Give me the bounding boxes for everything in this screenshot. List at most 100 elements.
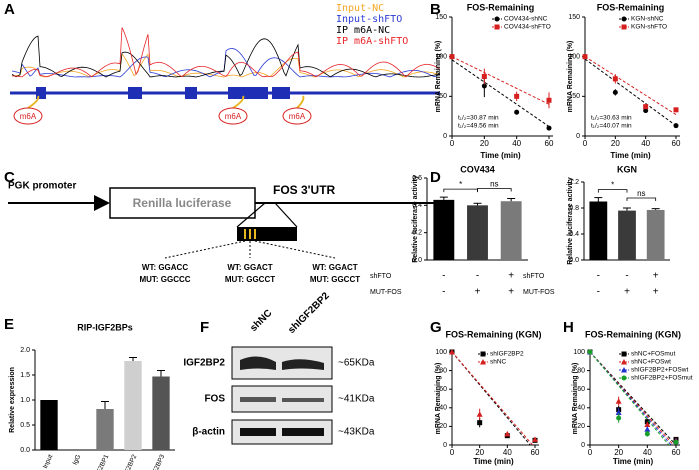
legend-label: KGN-shFTO <box>631 24 667 31</box>
bar <box>433 199 455 260</box>
y-tick-label: 50 <box>572 93 580 100</box>
y-tick-label: 0 <box>581 442 585 449</box>
chart-title: FOS-Remaining (KGN) <box>446 329 542 339</box>
y-tick-label: 40 <box>439 405 447 412</box>
condition-label: MUT-FOS <box>370 289 402 296</box>
legend-marker <box>494 16 500 22</box>
legend-marker <box>621 359 627 365</box>
site-label: m6A <box>289 112 306 121</box>
y-tick-label: 80 <box>577 367 585 374</box>
legend-label: shNC+FOSmut <box>631 351 675 358</box>
y-tick-label: 0.5 <box>20 422 30 429</box>
x-tick-label: 40 <box>512 139 521 148</box>
y-axis-label: Relative expression <box>9 367 16 433</box>
promoter-label: PGK promoter <box>8 181 76 192</box>
marker <box>481 83 487 89</box>
y-tick-label: 0 <box>576 133 580 140</box>
x-tick-label: 0 <box>588 448 593 457</box>
condition-mark: - <box>442 271 445 282</box>
protein-label: IGF2BP2 <box>183 358 225 369</box>
legend-label: Input-NC <box>336 3 384 14</box>
marker <box>477 420 483 426</box>
panel-label: D <box>430 169 441 186</box>
condition-mark: - <box>597 287 600 298</box>
x-tick-label: IGF2BP3 <box>149 453 167 470</box>
wt-motif: WT: GGACT <box>312 263 357 272</box>
y-tick-label: 0.0 <box>569 257 579 264</box>
legend-label: shIGF2BP2+FOSmut <box>631 375 693 382</box>
significance-bracket <box>477 188 512 192</box>
legend-label: KGN-shNC <box>631 16 664 23</box>
coverage-track <box>11 47 441 78</box>
legend-marker <box>621 375 627 381</box>
mut-motif: MUT: GGCCT <box>310 275 360 284</box>
chart-title: KGN <box>617 164 637 174</box>
y-tick-label: 150 <box>435 14 447 21</box>
chart-title: FOS-Remaining <box>467 2 535 12</box>
x-axis-label: Time (min) <box>480 151 521 160</box>
protein-label: FOS <box>204 394 225 405</box>
condition-label: MUT-FOS <box>523 289 555 296</box>
construct-diagram <box>8 187 440 259</box>
panel-label: A <box>4 1 15 18</box>
x-tick-label: Input <box>42 453 55 469</box>
fit-line <box>585 58 677 127</box>
marker <box>644 426 651 432</box>
site-label: m6A <box>20 112 37 121</box>
y-tick-label: 60 <box>577 386 585 393</box>
condition-mark: - <box>476 271 479 282</box>
panel-label: C <box>4 169 15 186</box>
x-tick-label: 60 <box>672 448 681 457</box>
condition-mark: + <box>653 287 659 298</box>
annotation: t₁/₂=30.63 min <box>591 115 632 122</box>
fit-line <box>585 56 677 116</box>
condition-mark: + <box>508 271 514 282</box>
legend-marker <box>480 359 486 365</box>
significance-label: ns <box>490 180 498 189</box>
y-tick-label: 100 <box>435 349 447 356</box>
reporter-label: Renilla luciferase <box>133 196 232 210</box>
bar <box>152 376 170 450</box>
marker <box>673 107 679 113</box>
x-tick-label: 20 <box>614 448 623 457</box>
condition-mark: + <box>653 271 659 282</box>
y-tick-label: 100 <box>573 349 585 356</box>
x-tick-label: 40 <box>643 448 652 457</box>
y-axis-label: mRNA Remaining (%) <box>567 41 574 113</box>
legend-label: shNC+FOSwt <box>631 359 671 366</box>
x-tick-label: 20 <box>611 139 620 148</box>
marker <box>615 398 622 404</box>
chart-title: FOS-Remaining <box>597 2 665 12</box>
chart-title: FOS-Remaining (KGN) <box>585 329 681 339</box>
marker <box>644 421 651 428</box>
marker <box>476 411 483 417</box>
x-tick-label: IGF2BP1 <box>93 453 111 470</box>
y-tick-label: 0 <box>443 133 447 140</box>
bar <box>618 210 636 260</box>
marker <box>587 349 593 355</box>
y-axis-label: mRNA Remaining (%) <box>435 41 442 113</box>
marker <box>546 97 552 103</box>
condition-mark: - <box>597 271 600 282</box>
y-tick-label: 1.2 <box>569 179 579 186</box>
y-tick-label: 150 <box>568 14 580 21</box>
coverage-track <box>11 35 441 78</box>
bar <box>40 400 58 450</box>
condition-label: shFTO <box>370 273 392 280</box>
fit-line <box>452 352 534 445</box>
marker <box>612 76 618 82</box>
legend-label: shIGF2BP2 <box>490 351 524 358</box>
significance-label: * <box>611 181 614 190</box>
y-tick-label: 50 <box>439 93 447 100</box>
significance-label: * <box>459 180 462 189</box>
panel-label: H <box>563 319 574 336</box>
marker <box>644 431 650 437</box>
marker <box>582 54 588 60</box>
legend-marker <box>621 351 627 357</box>
bar <box>96 409 114 450</box>
marker <box>449 349 455 355</box>
y-tick-label: 0.0 <box>412 257 422 264</box>
y-tick-label: 100 <box>568 54 580 61</box>
annotation: t₁/₂=30.87 min <box>458 115 499 122</box>
marker <box>673 439 679 445</box>
